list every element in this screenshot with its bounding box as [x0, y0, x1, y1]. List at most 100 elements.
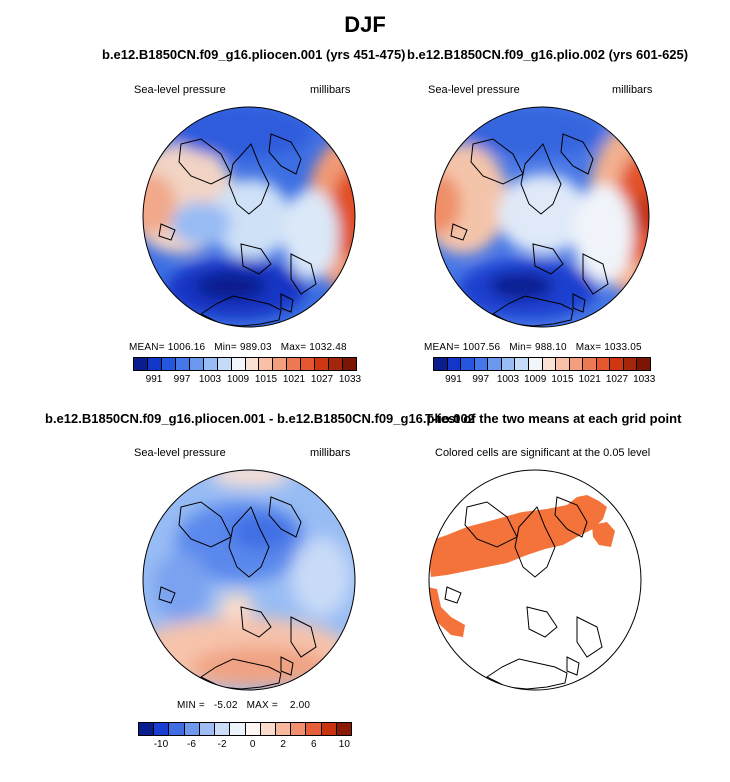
colorbar-tick-label: 1003 [198, 374, 222, 385]
colorbar-swatch [488, 358, 502, 370]
colorbar-tick-label: 10 [338, 739, 350, 750]
panel3-colorbar-ticks: -10 -6 -2 0 2 6 10 [138, 739, 352, 753]
panel3-title: b.e12.B1850CN.f09_g16.pliocen.001 - b.e1… [45, 411, 475, 426]
panel2-units-label: millibars [612, 84, 653, 96]
colorbar-swatch [231, 358, 246, 370]
colorbar-swatch [515, 358, 529, 370]
panel1-min-label: Min= [214, 342, 237, 353]
colorbar-swatch [596, 358, 611, 370]
colorbar-tick-label: 2 [280, 739, 286, 750]
panel2-colorbar-ticks: 991 997 1003 1009 1015 1021 1027 1033 [433, 374, 655, 388]
panel1-max-value: 1032.48 [309, 342, 347, 353]
colorbar-swatch [217, 358, 232, 370]
colorbar-swatch [189, 358, 204, 370]
colorbar-swatch [169, 723, 185, 735]
colorbar-tick-label: -10 [153, 739, 169, 750]
colorbar-swatch [134, 358, 148, 370]
colorbar-swatch [154, 723, 170, 735]
panel3-min-label: MIN = [177, 700, 205, 711]
colorbar-swatch [230, 723, 246, 735]
panel3-max-value: 2.00 [289, 700, 311, 711]
colorbar-swatch [623, 358, 638, 370]
colorbar-tick-label: 1015 [254, 374, 278, 385]
colorbar-tick-label: 6 [311, 739, 317, 750]
colorbar-swatch [343, 358, 356, 370]
panel3-statistics: MIN = -5.02 MAX = 2.00 [177, 700, 310, 711]
colorbar-swatch [461, 358, 475, 370]
colorbar-tick-label: 991 [145, 374, 163, 385]
colorbar-swatch [199, 723, 216, 735]
colorbar-swatch [287, 358, 302, 370]
colorbar-tick-label: 1015 [551, 374, 574, 385]
panel3-units-label: millibars [310, 447, 351, 459]
colorbar-swatch [175, 358, 190, 370]
panel1-colorbar [133, 357, 357, 371]
colorbar-swatch [245, 358, 260, 370]
colorbar-swatch [275, 723, 292, 735]
colorbar-swatch [161, 358, 176, 370]
colorbar-swatch [329, 358, 344, 370]
colorbar-tick-label: 1027 [605, 374, 629, 385]
colorbar-swatch [336, 723, 352, 735]
colorbar-tick-label: 1027 [310, 374, 334, 385]
colorbar-swatch [245, 723, 261, 735]
panel2-title: b.e12.B1850CN.f09_g16.plio.002 (yrs 601-… [407, 47, 689, 62]
panel3-polar-map [142, 469, 356, 691]
colorbar-swatch [215, 723, 231, 735]
colorbar-tick-label: 1021 [578, 374, 601, 385]
colorbar-swatch [569, 358, 584, 370]
panel3-max-label: MAX = [246, 700, 278, 711]
panel1-title: b.e12.B1850CN.f09_g16.pliocen.001 (yrs 4… [102, 47, 406, 62]
colorbar-swatch [315, 358, 330, 370]
significant-cells-east [592, 522, 615, 547]
panel1-mean-value: 1006.16 [167, 342, 206, 353]
panel4-subtitle: Colored cells are significant at the 0.0… [435, 447, 651, 459]
colorbar-swatch [301, 358, 316, 370]
significant-cells-west [429, 587, 465, 637]
panel2-variable-label: Sea-level pressure [428, 84, 520, 96]
colorbar-swatch [501, 358, 516, 370]
colorbar-tick-label: 1033 [338, 374, 362, 385]
panel2-colorbar [433, 357, 651, 371]
colorbar-tick-label: 1033 [633, 374, 656, 385]
colorbar-swatch [321, 723, 337, 735]
colorbar-tick-label: 991 [445, 374, 462, 385]
colorbar-swatch [542, 358, 557, 370]
panel1-max-label: Max= [280, 342, 307, 353]
panel3-colorbar [138, 722, 352, 736]
figure-title: DJF [344, 12, 386, 37]
colorbar-swatch [637, 358, 650, 370]
panel4-significance-map [428, 469, 642, 691]
colorbar-tick-label: 997 [472, 374, 490, 385]
panel1-colorbar-ticks: 991 997 1003 1009 1015 1021 1027 1033 [133, 374, 361, 388]
panel2-polar-map [434, 106, 650, 328]
panel1-statistics: MEAN= 1006.16 Min= 989.03 Max= 1032.48 [129, 342, 347, 353]
colorbar-swatch [203, 358, 218, 370]
colorbar-swatch [528, 358, 543, 370]
colorbar-swatch [147, 358, 162, 370]
colorbar-swatch [556, 358, 570, 370]
colorbar-swatch [474, 358, 489, 370]
panel2-max-label: Max= [575, 342, 602, 353]
colorbar-tick-label: 1003 [496, 374, 520, 385]
panel2-mean-value: 1007.56 [462, 342, 501, 353]
panel1-min-value: 989.03 [239, 342, 272, 353]
panel3-variable-label: Sea-level pressure [134, 447, 226, 459]
panel1-units-label: millibars [310, 84, 351, 96]
colorbar-swatch [291, 723, 307, 735]
colorbar-tick-label: 1009 [226, 374, 250, 385]
panel2-min-label: Min= [509, 342, 532, 353]
colorbar-swatch [273, 358, 288, 370]
colorbar-tick-label: 1009 [524, 374, 547, 385]
colorbar-tick-label: 1021 [282, 374, 306, 385]
colorbar-swatch [583, 358, 597, 370]
panel2-max-value: 1033.05 [604, 342, 642, 353]
colorbar-tick-label: 0 [249, 739, 256, 750]
panel4-title: T-test of the two means at each grid poi… [425, 411, 682, 426]
panel2-min-value: 988.10 [534, 342, 567, 353]
colorbar-swatch [306, 723, 322, 735]
colorbar-swatch [184, 723, 200, 735]
panel1-variable-label: Sea-level pressure [134, 84, 226, 96]
colorbar-tick-label: -6 [187, 739, 196, 750]
panel3-min-value: -5.02 [213, 700, 238, 711]
